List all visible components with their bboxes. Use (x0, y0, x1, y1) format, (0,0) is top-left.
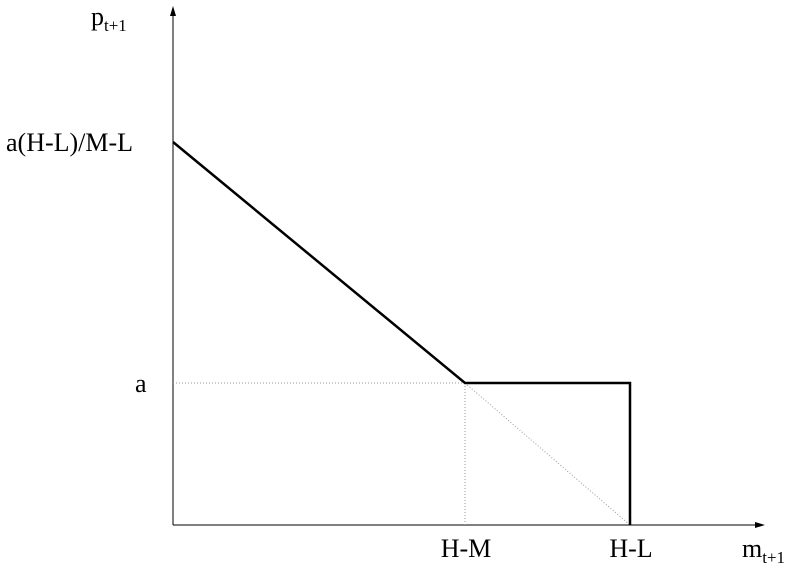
x-axis-title-main: m (742, 534, 762, 563)
x-tick-h-l: H-L (609, 534, 652, 563)
y-tick-a: a (135, 369, 147, 398)
y-axis-title-sub: t+1 (104, 16, 127, 35)
y-tick-intercept: a(H-L)/M-L (6, 128, 133, 157)
y-axis-arrowhead (170, 6, 176, 16)
price-schedule-line (172, 141, 632, 525)
x-axis-arrowhead (755, 522, 765, 528)
x-axis-title: mt+1 (742, 534, 785, 566)
y-axis-title-main: p (91, 2, 104, 31)
x-axis-title-sub: t+1 (762, 548, 785, 566)
x-tick-h-m: H-M (441, 534, 492, 563)
y-axis-title: pt+1 (91, 2, 127, 35)
guide-line-diagonal-extension (464, 382, 631, 526)
